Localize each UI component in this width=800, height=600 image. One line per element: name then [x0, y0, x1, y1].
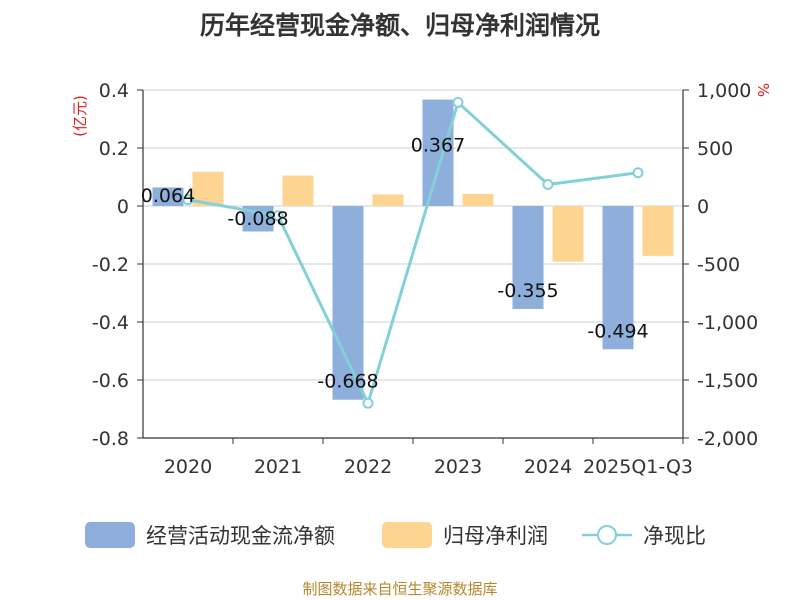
right-axis-tick-label: -500	[697, 254, 740, 276]
right-axis-tick-label: -1,000	[697, 312, 758, 334]
x-axis-label: 2025Q1-Q3	[583, 456, 693, 478]
cashflow-data-label: 0.367	[411, 135, 465, 157]
legend-label-cash-ratio: 净现比	[643, 524, 706, 548]
cashflow-data-label: 0.064	[141, 185, 195, 207]
right-axis-tick-label: 500	[697, 138, 733, 160]
right-axis-tick-label: -2,000	[697, 428, 758, 450]
net-profit-bar	[642, 206, 674, 256]
cash-ratio-line	[187, 99, 639, 408]
cashflow-bar	[332, 206, 364, 400]
cash-ratio-point	[182, 194, 194, 206]
net-profit-bar	[282, 175, 314, 206]
cashflow-data-label: -0.494	[587, 320, 648, 342]
left-axis-tick-label: -0.2	[92, 254, 129, 276]
left-axis-tick-label: -0.4	[92, 312, 129, 334]
cash-ratio-point	[542, 179, 554, 191]
left-axis-tick-label: 0.2	[99, 138, 129, 160]
left-axis-tick-label: -0.8	[92, 428, 129, 450]
legend-swatch-cashflow	[85, 522, 135, 548]
x-axis-label: 2020	[164, 456, 212, 478]
right-axis-tick-label: 1,000	[697, 80, 751, 102]
x-axis-label: 2023	[434, 456, 482, 478]
left-axis-tick-label: 0.4	[99, 80, 129, 102]
cashflow-bar	[512, 206, 544, 309]
x-axis-label: 2022	[344, 456, 392, 478]
left-axis-tick-label: -0.6	[92, 370, 129, 392]
chart-title: 历年经营现金净额、归母净利润情况	[199, 11, 600, 40]
left-axis-tick-label: 0	[117, 196, 129, 218]
right-axis-tick-label: -1,500	[697, 370, 758, 392]
legend-marker-cash-ratio	[597, 525, 617, 545]
left-axis-unit: (亿元)	[71, 95, 89, 137]
legend-swatch-net-profit	[382, 522, 432, 548]
cashflow-bar	[152, 187, 184, 206]
cashflow-data-label: -0.355	[497, 280, 558, 302]
net-profit-bar	[552, 206, 584, 262]
cashflow-bar	[422, 99, 454, 206]
right-axis-unit: %	[754, 83, 772, 97]
x-axis-label: 2021	[254, 456, 302, 478]
right-axis-tick-label: 0	[697, 196, 709, 218]
legend-label-net-profit: 归母净利润	[443, 524, 548, 548]
cash-ratio-point	[272, 210, 284, 222]
cash-ratio-point	[362, 397, 374, 409]
cash-ratio-point	[452, 96, 464, 108]
net-profit-bar	[372, 194, 404, 206]
cash-ratio-point	[632, 167, 644, 179]
cashflow-bar	[602, 206, 634, 350]
cashflow-data-label: -0.668	[317, 371, 378, 393]
cashflow-data-label: -0.088	[227, 208, 288, 230]
net-profit-bar	[462, 193, 494, 206]
data-source-note: 制图数据来自恒生聚源数据库	[302, 580, 498, 598]
legend-label-cashflow: 经营活动现金流净额	[146, 524, 335, 548]
x-axis-label: 2024	[524, 456, 572, 478]
